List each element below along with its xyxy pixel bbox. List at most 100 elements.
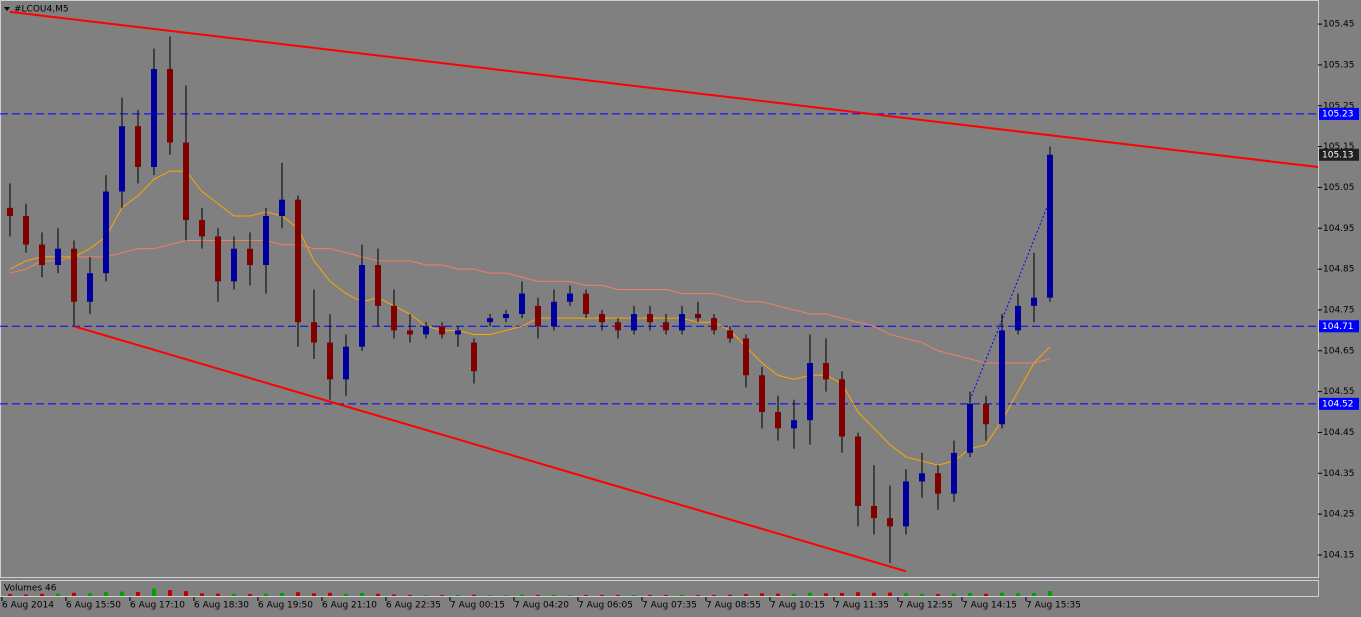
price-label-bg xyxy=(1319,107,1359,120)
volume-label: Volumes xyxy=(4,584,42,594)
volume-bar xyxy=(472,594,476,596)
candle-body xyxy=(839,379,845,437)
candle-body xyxy=(919,473,925,482)
candle-body xyxy=(695,314,701,319)
candle-body xyxy=(855,436,861,506)
candle-body xyxy=(183,142,189,221)
candle-body xyxy=(7,207,13,217)
x-tick-label: 7 Aug 10:15 xyxy=(770,601,825,611)
x-tick-label: 6 Aug 2014 xyxy=(2,601,54,611)
y-tick-label: 104.35 xyxy=(1323,469,1355,479)
volume-bar xyxy=(184,591,188,596)
x-tick-label: 7 Aug 11:35 xyxy=(834,601,889,611)
x-tick-label: 7 Aug 15:35 xyxy=(1026,601,1081,611)
volume-bar xyxy=(216,593,220,596)
volume-bar xyxy=(152,588,156,596)
volume-bar xyxy=(776,593,780,596)
candle-body xyxy=(199,220,205,237)
current-price-bg xyxy=(1319,148,1359,161)
candle-body xyxy=(887,518,893,527)
volume-bar xyxy=(760,593,764,596)
candle-body xyxy=(375,265,381,306)
volume-bar xyxy=(616,594,620,596)
y-tick-label: 105.15 xyxy=(1323,142,1355,152)
candle-body xyxy=(631,314,637,331)
trend-line xyxy=(73,325,907,573)
candle-body xyxy=(295,199,301,323)
volume-bar xyxy=(664,595,668,596)
volume-bar xyxy=(104,592,108,596)
candle-body xyxy=(359,265,365,347)
candle-body xyxy=(423,326,429,335)
x-tick-label: 6 Aug 18:30 xyxy=(194,601,249,611)
volume-bar xyxy=(1000,592,1004,596)
y-tick-label: 104.85 xyxy=(1323,265,1355,275)
candle-body xyxy=(263,216,269,266)
candle-body xyxy=(327,342,333,380)
candle-body xyxy=(407,330,413,335)
candle-body xyxy=(935,473,941,494)
y-tick-label: 104.55 xyxy=(1323,387,1355,397)
candle-body xyxy=(343,346,349,380)
chart-title: #LCOU4,M5 xyxy=(14,5,69,15)
candle-body xyxy=(519,293,525,315)
volume-bar xyxy=(232,593,236,596)
volume-bar xyxy=(728,594,732,596)
candle-body xyxy=(567,293,573,302)
candle-body xyxy=(151,69,157,168)
y-tick-label: 104.75 xyxy=(1323,305,1355,315)
y-tick-label: 104.95 xyxy=(1323,224,1355,234)
candle-body xyxy=(1047,154,1053,298)
volume-bar xyxy=(840,592,844,596)
candle-body xyxy=(823,363,829,380)
candle-body xyxy=(759,375,765,413)
volume-bar xyxy=(440,595,444,596)
candle-body xyxy=(455,330,461,335)
volume-bar xyxy=(168,590,172,596)
volume-bar xyxy=(424,595,428,596)
volume-bar xyxy=(520,594,524,596)
candle-body xyxy=(135,126,141,168)
volume-bar xyxy=(360,592,364,596)
candle-body xyxy=(471,342,477,372)
candle-body xyxy=(391,305,397,331)
volume-bar xyxy=(504,595,508,596)
candle-body xyxy=(679,314,685,331)
moving-average xyxy=(9,240,1051,364)
x-tick-label: 7 Aug 14:15 xyxy=(962,601,1017,611)
candle-body xyxy=(39,244,45,266)
volume-bar xyxy=(984,593,988,596)
volume-bar xyxy=(392,594,396,596)
volume-bar xyxy=(72,592,76,596)
candle-body xyxy=(551,301,557,327)
volume-bar xyxy=(344,593,348,596)
candle-body xyxy=(647,314,653,323)
candle-body xyxy=(487,318,493,323)
volume-bar xyxy=(56,593,60,596)
candle-body xyxy=(231,248,237,282)
candle-body xyxy=(215,236,221,282)
volume-bar xyxy=(584,595,588,596)
volume-bar xyxy=(920,593,924,596)
volume-bar xyxy=(312,593,316,596)
x-tick-label: 6 Aug 17:10 xyxy=(130,601,185,611)
volume-bar xyxy=(888,592,892,596)
volume-bar xyxy=(808,592,812,596)
candle-body xyxy=(599,314,605,323)
candle-body xyxy=(23,216,29,245)
volume-bar xyxy=(8,594,12,596)
x-tick-label: 6 Aug 22:35 xyxy=(386,601,441,611)
candle-body xyxy=(87,273,93,302)
volume-bar xyxy=(24,594,28,596)
volume-bar xyxy=(328,592,332,596)
volume-bar xyxy=(1048,591,1052,596)
candle-body xyxy=(119,126,125,192)
volume-bar xyxy=(488,595,492,596)
volume-bar xyxy=(744,594,748,596)
candle-body xyxy=(807,363,813,421)
volume-bar xyxy=(248,594,252,596)
y-tick-label: 105.25 xyxy=(1323,101,1355,111)
y-tick-label: 104.45 xyxy=(1323,428,1355,438)
